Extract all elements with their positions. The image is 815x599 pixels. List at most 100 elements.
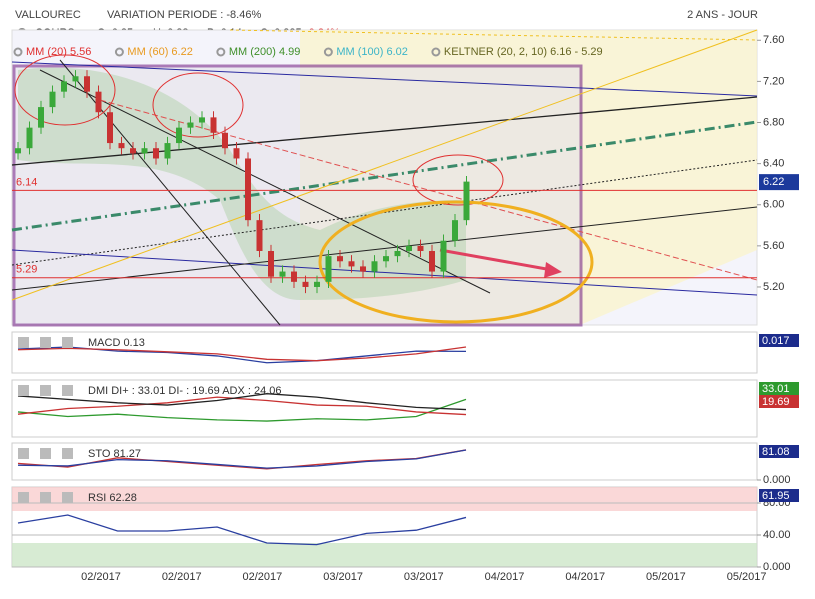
variation: VARIATION PERIODE : -8.46% <box>107 9 261 21</box>
candle-body <box>164 143 171 159</box>
x-tick-label: 05/2017 <box>727 571 767 583</box>
x-tick-label: 04/2017 <box>565 571 605 583</box>
panel-icon[interactable] <box>18 448 29 459</box>
panel-icon[interactable] <box>40 492 51 503</box>
trend-line <box>11 96 758 166</box>
candle-body <box>452 220 458 241</box>
value-box-label: 61.95 <box>762 490 790 502</box>
panel-icon[interactable] <box>40 448 51 459</box>
candle-body <box>61 81 67 92</box>
candle-body <box>84 76 90 92</box>
trend-line <box>11 61 758 97</box>
candle-body <box>394 250 401 257</box>
panel-title: STO 81.27 <box>88 448 141 460</box>
indicator-line <box>17 393 467 411</box>
value-box-label: 0.017 <box>762 335 790 347</box>
trend-line <box>11 249 758 296</box>
candle-body <box>187 122 194 128</box>
candle-body <box>176 127 182 144</box>
x-tick-label: 04/2017 <box>485 571 525 583</box>
x-tick-label: 05/2017 <box>646 571 686 583</box>
legend-entry: MM (60) 6.22 <box>127 46 192 58</box>
panel-title: DMI DI+ : 33.01 DI- : 19.69 ADX : 24.06 <box>88 385 282 397</box>
panel-icon[interactable] <box>18 337 29 348</box>
candle-body <box>256 220 263 251</box>
legend-entry: MM (20) 5.56 <box>26 46 91 58</box>
legend-icon <box>13 47 23 57</box>
candle-body <box>107 112 113 144</box>
panel-icon[interactable] <box>62 385 73 396</box>
value-box <box>759 382 799 395</box>
candle-body <box>38 107 44 128</box>
candle-body <box>371 261 378 272</box>
candle-body <box>72 76 79 82</box>
legend-icon <box>431 47 441 57</box>
candle-body <box>383 256 389 262</box>
trend-line <box>39 69 491 294</box>
candle-body <box>49 91 56 108</box>
x-tick-label: 03/2017 <box>323 571 363 583</box>
candle-body <box>118 143 125 149</box>
candle-body <box>417 245 424 251</box>
arrow <box>439 248 553 272</box>
oversold-zone <box>12 543 757 567</box>
y-tick-label: 5.60 <box>763 240 784 252</box>
candle-body <box>245 158 251 221</box>
legend-icon <box>216 47 226 57</box>
candle-body <box>141 148 148 154</box>
panel-icon[interactable] <box>40 337 51 348</box>
value-box-label: 19.69 <box>762 396 790 408</box>
period: 2 ANS - JOUR <box>687 9 758 21</box>
legend-entry: KELTNER (20, 2, 10) 6.16 - 5.29 <box>444 46 603 58</box>
price-marker-label: 6.22 <box>763 176 784 188</box>
value-box <box>759 334 799 347</box>
trend-line <box>11 159 758 266</box>
panel-icon[interactable] <box>62 337 73 348</box>
value-box-label: 33.01 <box>762 383 790 395</box>
candle-body <box>314 281 320 287</box>
trend-line <box>99 99 758 281</box>
candle-body <box>130 148 136 154</box>
candle-body <box>210 117 217 133</box>
candle-body <box>360 266 366 272</box>
indicator-panel <box>11 442 758 481</box>
candle-body <box>463 181 470 221</box>
candle-body <box>26 127 33 149</box>
y-tick-label: 0.000 <box>763 561 791 573</box>
annotation-ellipse <box>152 72 244 138</box>
y-tick-label: 6.40 <box>763 158 784 170</box>
candle-body <box>268 250 274 277</box>
panel-icon[interactable] <box>62 448 73 459</box>
value-box <box>759 395 799 408</box>
panel-icon[interactable] <box>40 385 51 396</box>
x-tick-label: 03/2017 <box>404 571 444 583</box>
y-tick-label: 6.00 <box>763 199 784 211</box>
value-box <box>759 445 799 458</box>
value-box-label: 81.08 <box>762 446 790 458</box>
overbought-zone <box>12 487 757 511</box>
value-box <box>759 489 799 502</box>
legend-entry: MM (200) 4.99 <box>229 46 301 58</box>
candle-body <box>233 148 240 159</box>
candle-body <box>279 271 286 277</box>
level-label: 6.14 <box>16 176 37 188</box>
arrow-head <box>544 262 562 278</box>
annotation-ellipse <box>14 54 116 126</box>
stock-name: VALLOUREC <box>15 9 81 21</box>
indicator-line <box>17 396 467 416</box>
x-tick-label: 02/2017 <box>81 571 121 583</box>
candle-body <box>222 132 228 149</box>
panel-icon[interactable] <box>18 492 29 503</box>
trend-line <box>11 29 758 301</box>
indicator-panel <box>11 331 758 374</box>
trend-line <box>11 206 758 291</box>
price-decor <box>11 29 758 327</box>
annotation-ellipse <box>412 154 504 206</box>
price-marker <box>759 174 799 191</box>
panel-icon[interactable] <box>62 492 73 503</box>
panel-icon[interactable] <box>18 385 29 396</box>
y-tick-label: 6.80 <box>763 116 784 128</box>
candle-body <box>153 148 159 159</box>
x-tick-label: 02/2017 <box>162 571 202 583</box>
bollinger-band <box>18 67 466 301</box>
